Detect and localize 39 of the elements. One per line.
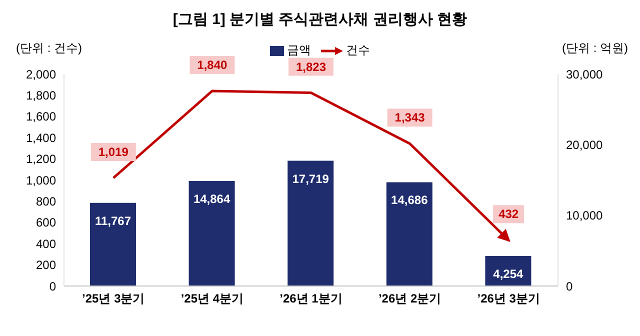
y-tick-label: 1,800 <box>26 88 56 102</box>
chart-title: [그림 1] 분기별 주식관련사채 권리행사 현황 <box>172 10 468 30</box>
data-label: 1,840 <box>197 58 228 72</box>
y-tick-label: 800 <box>36 194 56 208</box>
y-tick-label: 1,600 <box>26 110 56 124</box>
y-tick-label: 400 <box>36 236 56 251</box>
y-tick-label: 1,000 <box>26 173 56 188</box>
data-label: 17,719 <box>292 172 330 186</box>
y-tick-label: 200 <box>36 258 56 272</box>
y-tick-label: 1,400 <box>26 130 56 145</box>
y2-tick-label: 30,000 <box>566 67 604 82</box>
data-label: 14,864 <box>193 192 230 206</box>
bar <box>188 180 235 286</box>
y-tick-label: 2,000 <box>26 67 56 82</box>
x-tick-label: ’26년 3분기 <box>477 292 540 306</box>
bar <box>386 182 432 286</box>
y2-axis-title: (단위 : 억원) <box>562 40 628 57</box>
y-tick-label: 1,200 <box>26 152 56 166</box>
y-tick-label: 600 <box>36 216 56 230</box>
legend-label: 건수 <box>346 42 370 59</box>
y-tick-label: 0 <box>49 279 56 294</box>
data-label: 1,823 <box>296 60 326 74</box>
x-tick-label: ’26년 1분기 <box>280 292 342 306</box>
x-tick-label: ’25년 3분기 <box>82 292 145 306</box>
y2-tick-label: 20,000 <box>566 138 604 152</box>
x-tick-label: ’25년 4분기 <box>180 292 244 306</box>
legend-label: 금액 <box>287 42 311 59</box>
y-axis-title: (단위 : 건수) <box>16 40 82 57</box>
data-label: 1,343 <box>394 110 426 125</box>
data-label: 432 <box>498 207 519 222</box>
data-label: 14,686 <box>391 193 428 208</box>
data-label: 4,254 <box>493 266 524 281</box>
y2-tick-label: 0 <box>566 279 573 294</box>
data-label: 11,767 <box>94 214 132 228</box>
y2-tick-label: 10,000 <box>566 208 604 223</box>
bar <box>90 202 136 286</box>
data-label: 1,019 <box>98 144 129 159</box>
x-tick-label: ’26년 2분기 <box>378 292 442 306</box>
bar <box>288 160 334 286</box>
